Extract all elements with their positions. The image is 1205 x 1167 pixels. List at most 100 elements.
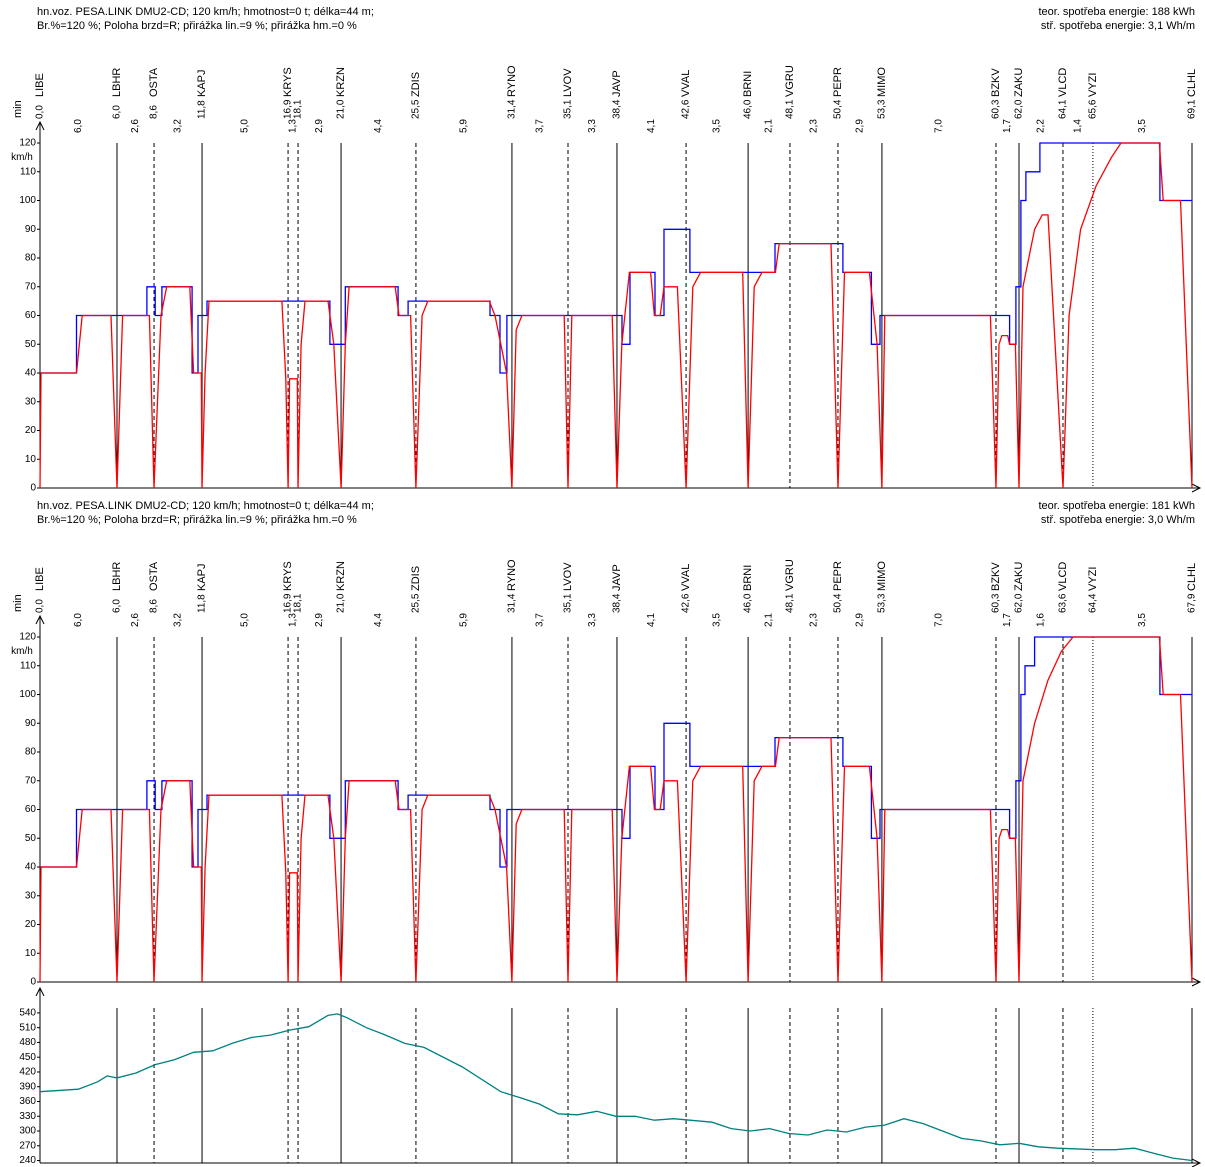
y-tick-label: 120 [19, 138, 36, 149]
y-tick-label: 30 [25, 396, 37, 407]
station-time: 65,6 [1088, 99, 1099, 119]
segment-time: 2,1 [764, 119, 775, 133]
segment-time: 2,3 [809, 119, 820, 133]
station-time: 46,0 [743, 593, 754, 613]
segment-time: 4,4 [373, 613, 384, 627]
series-line [39, 1013, 1193, 1162]
station-time: 21,0 [336, 99, 347, 119]
segment-time: 6,0 [73, 613, 84, 627]
station-time: 11,8 [197, 594, 208, 613]
axis-arrow [35, 986, 45, 997]
station-time: 8,6 [149, 599, 160, 613]
segment-time: 5,9 [459, 613, 470, 627]
segment-time: 1,7 [1002, 613, 1013, 627]
station-label: LIBE [34, 567, 46, 591]
axis-arrow [1191, 1158, 1202, 1167]
header-line: Br.%=120 %; Poloha brzd=R; přirážka lin.… [37, 20, 357, 32]
station-label: VYZI [1087, 567, 1099, 591]
station-label: LBHR [111, 562, 123, 591]
station-label: ZAKU [1013, 68, 1025, 97]
segment-time: 2,1 [764, 613, 775, 627]
station-label: VGRU [784, 559, 796, 591]
station-time: 48,1 [785, 593, 796, 613]
station-label: MIMO [876, 561, 888, 591]
station-label: LIBE [34, 73, 46, 97]
station-time: 6,0 [112, 599, 123, 613]
time-label: min [12, 594, 24, 612]
station-label: VVAL [680, 70, 692, 97]
station-time: 6,0 [112, 105, 123, 119]
y-tick-label: 50 [25, 833, 37, 844]
segment-time: 3,5 [712, 119, 723, 133]
y-tick-label: 80 [25, 253, 37, 264]
station-time: 31,4 [507, 99, 518, 119]
header-line: Br.%=120 %; Poloha brzd=R; přirážka lin.… [37, 514, 357, 526]
station-label: ZAKU [1013, 562, 1025, 591]
station-time: 62,0 [1014, 593, 1025, 613]
station-time: 16,9 [283, 593, 294, 613]
station-label: BZKV [990, 562, 1002, 591]
axis-arrow [35, 120, 45, 131]
series-line [40, 636, 1192, 868]
station-label: PEPR [832, 561, 844, 591]
y-tick-label: 0 [30, 977, 36, 988]
energy-line: teor. spotřeba energie: 181 kWh [1038, 500, 1195, 512]
y-tick-label: 10 [25, 948, 37, 959]
energy-line: stř. spotřeba energie: 3,0 Wh/m [1041, 514, 1195, 526]
y-tick-label: 300 [19, 1126, 36, 1137]
y-tick-label: 90 [25, 224, 37, 235]
station-time: 0,0 [35, 105, 46, 119]
y-tick-label: 20 [25, 425, 37, 436]
station-time: 38,4 [612, 593, 623, 613]
segment-time: 3,5 [1137, 119, 1148, 133]
station-label: OSTA [148, 561, 160, 591]
station-time: 25,5 [411, 593, 422, 613]
segment-time: 6,0 [73, 119, 84, 133]
station-time: 31,4 [507, 593, 518, 613]
y-tick-label: 120 [19, 632, 36, 643]
segment-time: 3,2 [173, 613, 184, 627]
y-tick-label: 70 [25, 775, 37, 786]
segment-time: 2,9 [314, 613, 325, 627]
station-label: LVOV [562, 562, 574, 591]
segment-time: 7,0 [934, 119, 945, 133]
y-tick-label: 60 [25, 804, 37, 815]
station-time: 64,4 [1088, 593, 1099, 613]
y-tick-label: 40 [25, 862, 37, 873]
station-time: 53,3 [877, 593, 888, 613]
station-time: 18,1 [293, 99, 304, 119]
station-label: JAVP [611, 564, 623, 591]
segment-time: 3,3 [587, 613, 598, 627]
y-tick-label: 360 [19, 1096, 36, 1107]
segment-time: 1,3 [288, 119, 299, 133]
segment-time: 2,6 [130, 119, 141, 133]
segment-time: 2,6 [130, 613, 141, 627]
station-label: ZDIS [410, 72, 422, 97]
y-axis-label: km/h [11, 646, 33, 657]
y-tick-label: 450 [19, 1052, 36, 1063]
y-tick-label: 30 [25, 890, 37, 901]
segment-time: 2,2 [1036, 119, 1047, 133]
station-label: LBHR [111, 68, 123, 97]
station-time: 42,6 [681, 99, 692, 119]
segment-time: 3,3 [587, 119, 598, 133]
station-label: ZDIS [410, 566, 422, 591]
y-tick-label: 240 [19, 1155, 36, 1166]
station-label: CLHL [1186, 69, 1198, 97]
segment-time: 4,4 [373, 119, 384, 133]
segment-time: 1,4 [1073, 119, 1084, 133]
station-time: 11,8 [197, 100, 208, 119]
segment-time: 3,5 [712, 613, 723, 627]
segment-time: 3,7 [535, 119, 546, 133]
station-label: LVOV [562, 68, 574, 97]
station-label: KAPJ [196, 563, 208, 591]
y-tick-label: 330 [19, 1111, 36, 1122]
y-tick-label: 540 [19, 1008, 36, 1019]
station-time: 18,1 [293, 593, 304, 613]
station-label: CLHL [1186, 563, 1198, 591]
station-label: RYNO [506, 65, 518, 97]
series-line [39, 636, 1193, 983]
y-tick-label: 110 [20, 166, 36, 177]
station-time: 50,4 [833, 593, 844, 613]
station-label: KAPJ [196, 69, 208, 97]
